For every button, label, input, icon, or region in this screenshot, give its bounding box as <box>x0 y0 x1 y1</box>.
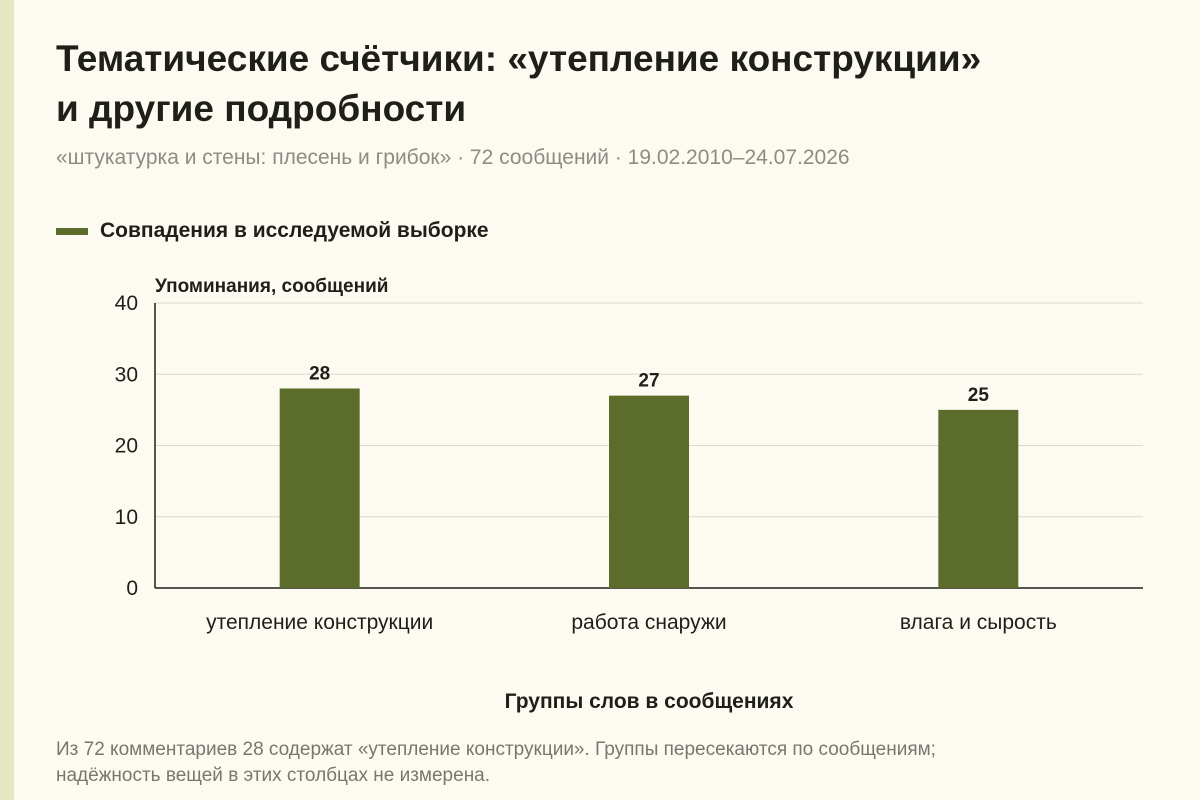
chart-subtitle: «штукатурка и стены: плесень и грибок» ·… <box>56 146 850 169</box>
bar-value-label: 27 <box>638 371 659 392</box>
y-tick-label: 0 <box>126 577 138 600</box>
y-tick-label: 20 <box>115 435 138 458</box>
y-axis-title: Упоминания, сообщений <box>155 276 388 297</box>
x-tick-label: утепление конструкции <box>206 611 433 634</box>
x-tick-label: работа снаружи <box>571 611 726 634</box>
bar <box>279 388 360 588</box>
y-tick-label: 30 <box>115 363 138 386</box>
bar <box>609 395 689 588</box>
bar-value-label: 28 <box>309 364 330 385</box>
legend-label: Совпадения в исследуемой выборке <box>100 219 489 242</box>
x-axis-title: Группы слов в сообщениях <box>505 690 794 713</box>
legend-swatch <box>56 227 88 235</box>
chart-legend: Совпадения в исследуемой выборке <box>56 219 489 243</box>
chart-title-line-2: и другие подробности <box>56 88 467 129</box>
chart-title-line-1: Тематические счётчики: «утепление констр… <box>56 38 982 79</box>
x-tick-label: влага и сырость <box>900 611 1057 634</box>
chart-title: Тематические счётчики: «утепление констр… <box>56 34 1156 134</box>
y-tick-label: 40 <box>115 292 138 315</box>
y-tick-label: 10 <box>115 506 138 529</box>
chart-footnote: Из 72 комментариев 28 содержат «утеплени… <box>56 739 936 786</box>
left-accent-stripe <box>0 0 14 800</box>
bar <box>938 409 1019 588</box>
bar-value-label: 25 <box>968 385 990 406</box>
